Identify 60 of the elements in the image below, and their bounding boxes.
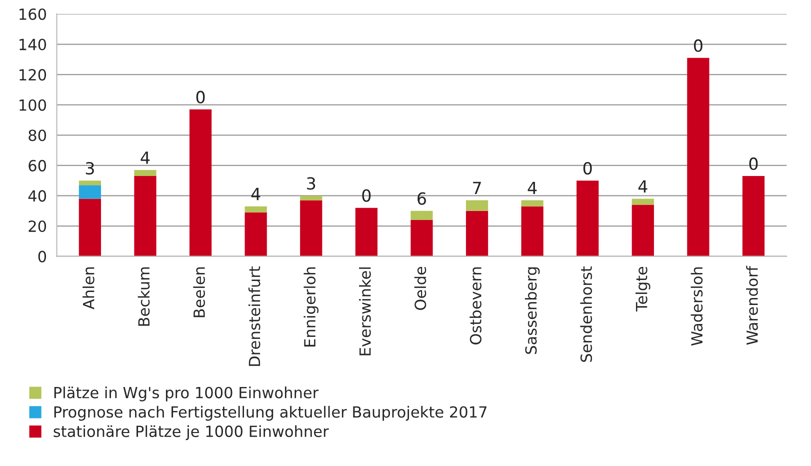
- x-tick-label: Telgte: [636, 266, 650, 312]
- bar: [632, 198, 654, 205]
- y-tick-label: 80: [28, 130, 46, 142]
- bar: [78, 185, 102, 199]
- data-label: 7: [473, 182, 481, 194]
- bar: [355, 208, 378, 256]
- bar: [576, 180, 599, 256]
- data-label: 3: [86, 162, 94, 175]
- y-tick-label: 40: [28, 190, 46, 202]
- x-tick-label: Oelde: [414, 266, 426, 310]
- legend-label: stationäre Plätze je 1000 Einwohner: [54, 425, 329, 440]
- x-tick-label: Everswinkel: [359, 267, 371, 356]
- x-tick-label: Wadersloh: [690, 267, 703, 346]
- data-label: 0: [196, 90, 205, 104]
- y-tick-label: 60: [28, 160, 46, 172]
- data-label: 4: [140, 152, 150, 164]
- y-tick-label: 140: [20, 38, 46, 50]
- data-label: 4: [638, 180, 648, 193]
- bar: [410, 220, 433, 256]
- x-tick-label: Sendenhorst: [580, 266, 592, 362]
- bar: [78, 180, 102, 186]
- bar: [466, 200, 488, 211]
- data-label: 3: [307, 177, 316, 190]
- bar: [742, 176, 765, 256]
- x-tick-label: Drensteinfurt: [248, 266, 260, 366]
- x-tick-label: Beckum: [138, 267, 150, 326]
- y-tick-label: 100: [20, 99, 46, 111]
- x-tick-label: Ennigerloh: [304, 267, 319, 346]
- bar: [300, 196, 322, 200]
- bar: [244, 206, 267, 212]
- x-tick-label: Warendorf: [746, 266, 758, 345]
- bar: [632, 204, 654, 256]
- bar: [466, 210, 488, 256]
- bar: [134, 176, 156, 256]
- bar: [410, 210, 433, 220]
- data-label: 0: [583, 162, 592, 175]
- bar: [189, 109, 212, 256]
- bar: [687, 58, 710, 256]
- data-label: 4: [251, 188, 260, 200]
- data-label: 6: [418, 192, 426, 205]
- legend-label: Prognose nach Fertigstellung aktueller Bauprojekte 2017: [54, 406, 486, 421]
- data-label: 0: [694, 39, 702, 52]
- y-tick-label: 160: [20, 8, 46, 20]
- legend-label: Plätze in Wg's pro 1000 Einwohner: [54, 386, 319, 402]
- y-tick-label: 20: [28, 220, 46, 232]
- x-tick-label: Ostbevern: [470, 267, 482, 344]
- data-label: 0: [362, 189, 371, 202]
- y-tick-label: 120: [20, 69, 46, 81]
- bar: [134, 170, 156, 176]
- bar: [521, 200, 544, 206]
- x-tick-label: Ahlen: [82, 267, 94, 310]
- bar: [521, 206, 544, 256]
- bar: [300, 200, 322, 256]
- data-label: 0: [749, 157, 758, 170]
- y-tick-label: 0: [38, 250, 46, 262]
- bar: [244, 212, 267, 256]
- x-tick-label: Sassenberg: [524, 267, 540, 354]
- data-label: 4: [528, 182, 537, 194]
- bar: [78, 198, 102, 256]
- x-tick-label: Beelen: [193, 267, 205, 318]
